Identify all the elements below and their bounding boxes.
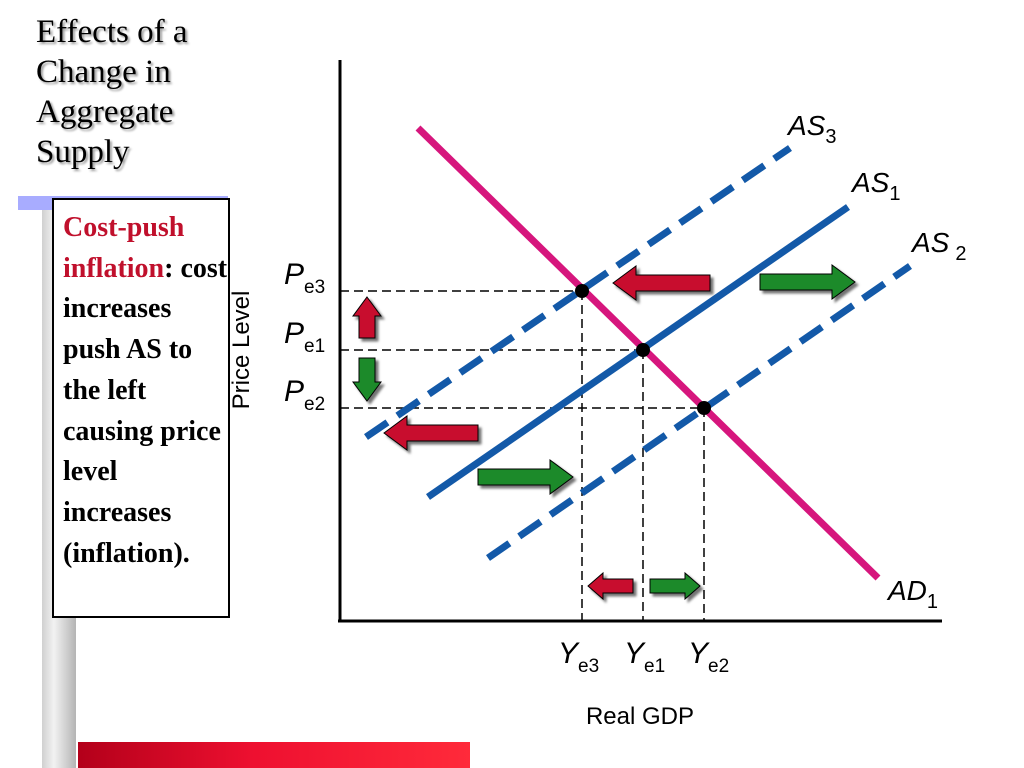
right-arrow-icon [649, 571, 701, 601]
term-colon: : [164, 252, 174, 284]
as3-curve [364, 145, 792, 440]
output-label-ye2: Ye2 [688, 637, 729, 677]
ad1-label: AD1 [886, 575, 938, 613]
x-axis-label: Real GDP [586, 703, 694, 730]
as3-label: AS3 [786, 110, 836, 148]
axes [338, 60, 942, 623]
decorative-bottom-bar [78, 742, 470, 768]
as2-label: AS 2 [910, 227, 966, 265]
y-axis-label: Price Level [228, 291, 255, 410]
as1-label: AS1 [850, 167, 900, 205]
left-arrow-icon [383, 415, 479, 451]
equilibrium-guides [340, 290, 705, 621]
right-arrow-icon [477, 459, 574, 495]
price-label-pe1: Pe1 [284, 317, 325, 357]
term-cost-push-inflation: Cost-push inflation [63, 212, 185, 284]
slide-title: Effects of a Change in Aggregate Supply [36, 14, 188, 170]
left-arrow-icon [612, 265, 711, 301]
output-label-ye3: Ye3 [558, 637, 599, 677]
output-label-ye1: Ye1 [624, 637, 665, 677]
as2-curve [486, 263, 912, 561]
equilibrium-point-e2 [697, 401, 711, 415]
equilibrium-point-e3 [575, 284, 589, 298]
explanation-body: cost increases push AS to the left causi… [63, 252, 228, 569]
up-arrow-icon [352, 296, 382, 339]
explanation-textbox: Cost-push inflation: cost increases push… [52, 198, 230, 618]
equilibrium-point-e1 [636, 343, 650, 357]
shift-arrows [352, 264, 856, 601]
price-label-pe3: Pe3 [284, 258, 325, 298]
down-arrow-icon [352, 357, 382, 402]
right-arrow-icon [759, 264, 856, 300]
price-label-pe2: Pe2 [284, 375, 325, 415]
left-arrow-icon [587, 571, 634, 601]
